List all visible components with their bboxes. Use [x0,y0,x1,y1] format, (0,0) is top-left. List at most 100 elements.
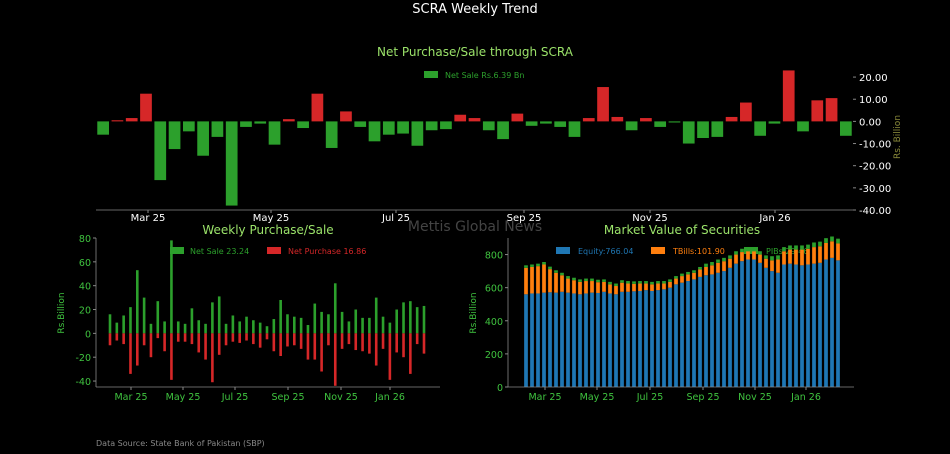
panel2-bar-purchase [381,333,385,349]
panel3-bar-tbills [530,266,534,294]
panel2-bar-sale [415,307,419,334]
panel3-bar-tbills [680,276,684,283]
panel2-bar-purchase [320,333,323,372]
panel1-bar [225,121,238,206]
panel2-x-tick-label: Jul 25 [221,392,249,403]
panel3-bar-tbills [698,269,702,277]
panel3-bar-equity [554,292,558,387]
panel2-bar-purchase [333,333,337,386]
panel2-bar-sale [156,301,160,334]
panel1-title: Net Purchase/Sale through SCRA [377,45,574,59]
panel2-bar-sale [361,317,364,334]
panel3-bar-pibs [830,236,834,242]
panel2-x-tick-label: Nov 25 [324,392,358,403]
panel1-bar [311,93,324,122]
panel3-bar-pibs [818,241,822,247]
panel2-bar-sale [265,326,269,334]
panel3-bar-tbills [524,267,528,295]
panel1-y-tick-label: -20.00 [859,162,891,173]
panel3-bar-tbills [536,266,540,294]
panel1-bar [625,121,638,131]
panel1-bar [540,121,552,124]
panel3-bar-pibs [530,264,534,267]
panel3-bar-equity [524,294,528,387]
panel3-bar-equity [824,259,828,387]
panel3-bar-pibs [680,273,684,277]
panel3-bar-tbills [770,260,774,272]
panel2-bar-purchase [142,333,146,346]
panel3-bar-pibs [752,247,756,252]
panel3-bar-tbills [632,283,636,292]
panel3-bar-tbills [560,275,564,292]
panel1-bar [282,119,295,122]
panel3-bar-equity [632,291,636,387]
panel1-bar [797,121,809,132]
panel2-bar-sale [231,315,235,334]
panel1-bar [768,121,781,124]
panel3-bar-equity [656,290,660,387]
panel3-bar-equity [758,262,762,387]
panel2-bar-sale [122,315,125,334]
panel2-title: Weekly Purchase/Sale [202,223,333,237]
panel1-bar [525,121,538,126]
panel3-bar-equity [686,281,690,387]
panel2-bar-purchase [313,333,317,360]
panel3-bar-equity [584,293,588,387]
panel2-bar-purchase [395,333,398,353]
panel3-bar-equity [782,264,786,387]
panel3-bar-tbills [710,265,714,275]
panel3-bar-tbills [626,283,630,292]
panel2-y-tick-label: -40 [75,377,91,388]
panel3-bar-pibs [608,281,612,285]
panel3-bar-pibs [656,281,660,284]
panel3-bar-equity [650,290,654,387]
panel3-bar-pibs [536,263,540,267]
panel3-bar-tbills [542,264,546,293]
panel1-bar [397,121,409,134]
panel3-y-tick-label: 0 [497,383,503,394]
panel3-legend-label: TBills:101.90 [672,247,725,256]
panel2-x-tick-label: Sep 25 [271,392,304,403]
panel2-bar-sale [333,283,337,334]
panel3-bar-equity [548,292,552,387]
panel1-bar [97,121,109,135]
panel1-y-tick-label: -30.00 [859,184,891,195]
panel2-bar-purchase [129,333,132,374]
panel3-bar-equity [710,274,714,387]
market-value-panel: Market Value of Securities Equity:766.04 T… [469,223,854,403]
panel1-bar [325,121,338,148]
panel3-bar-equity [800,265,804,387]
panel2-bar-sale [211,302,214,334]
panel2-bar-sale [306,325,310,334]
panel2-bar-sale [279,299,282,334]
panel2-bar-sale [313,303,317,334]
panel3-y-axis-label: Rs.Billion [469,292,479,333]
panel2-bar-purchase [402,333,405,358]
panel3-title: Market Value of Securities [604,223,760,237]
panel2-bar-sale [347,321,351,334]
panel3-bar-tbills [644,283,648,291]
panel2-bar-purchase [211,333,214,383]
panel3-bar-tbills [656,283,660,291]
panel3-bar-pibs [776,255,780,260]
panel3-legend-swatch [744,247,758,254]
panel1-bar [825,98,838,122]
panel3-x-tick-label: Jan 26 [790,392,821,403]
panel2-bar-purchase [176,333,180,342]
panel2-legend-swatch-purchase [267,247,281,254]
panel3-bar-tbills [554,272,558,293]
panel3-bar-pibs [662,281,666,284]
panel3-bar-pibs [704,263,708,267]
panel2-bar-sale [183,323,187,334]
panel3-bar-tbills [662,283,666,290]
net-purchase-sale-panel: Net Purchase/Sale through SCRA Net Sale R… [96,45,903,224]
panel3-bar-tbills [830,241,834,258]
panel1-bar [197,121,209,156]
panel2-bar-purchase [299,333,303,349]
panel3-bar-pibs [602,279,606,282]
panel3-bar-tbills [584,281,588,294]
panel1-bar [368,121,381,142]
panel1-bar [340,111,352,122]
panel2-bar-purchase [415,333,419,345]
